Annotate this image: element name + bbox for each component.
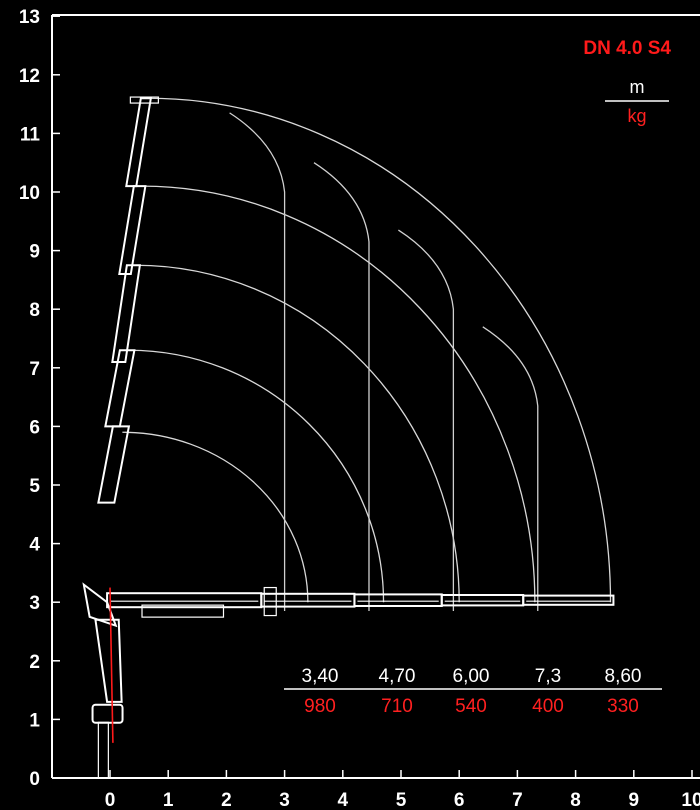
unit-kilograms: kg: [627, 106, 646, 126]
y-tick-label: 7: [29, 359, 40, 380]
y-tick-label: 4: [29, 535, 40, 556]
y-tick-label: 11: [20, 124, 41, 145]
x-tick-label: 4: [338, 790, 349, 810]
load-value: 400: [532, 696, 564, 717]
vertical-boom-section: [104, 349, 136, 428]
y-tick-label: 9: [29, 242, 40, 263]
reach-arc: [122, 431, 309, 603]
secondary-boom-arm: [141, 604, 225, 618]
crane-column: [94, 618, 123, 703]
load-value: 540: [455, 696, 487, 717]
y-tick-label: 12: [19, 66, 40, 87]
vertical-boom-section: [125, 97, 153, 188]
horizontal-boom-section: [353, 593, 443, 608]
crane-foot: [97, 721, 109, 779]
x-tick-label: 0: [105, 790, 116, 810]
reach-value: 4,70: [379, 666, 416, 687]
x-tick-label: 3: [279, 790, 290, 810]
reach-arc: [142, 185, 536, 603]
reach-value: 3,40: [302, 666, 339, 687]
reach-value: 6,00: [453, 666, 490, 687]
y-tick-label: 10: [19, 183, 40, 204]
reach-value: 8,60: [605, 666, 642, 687]
boom-knuckle: [82, 582, 118, 628]
load-value: 980: [304, 696, 336, 717]
chart-title: DN 4.0 S4: [583, 38, 671, 59]
x-tick-label: 5: [396, 790, 407, 810]
sweep-line: [482, 326, 539, 611]
y-tick-label: 0: [29, 769, 40, 790]
x-tick-label: 6: [454, 790, 465, 810]
x-tick-label: 10: [681, 790, 700, 810]
sweep-line: [313, 162, 370, 611]
load-value: 330: [607, 696, 639, 717]
vertical-boom-section: [118, 185, 147, 276]
crane-base: [91, 703, 124, 724]
reach-arc: [135, 264, 460, 603]
x-tick-label: 1: [163, 790, 174, 810]
crane-drawing: [82, 96, 615, 779]
load-table: 3,40 4,70 6,00 7,3 8,60 980 710 540 400 330: [284, 666, 662, 717]
y-tick-label: 2: [29, 652, 40, 673]
working-range-curves: [122, 97, 612, 611]
reach-value: 7,3: [535, 666, 561, 687]
vertical-boom-section: [97, 425, 131, 504]
slew-axis-line: [109, 587, 114, 743]
y-tick-label: 8: [29, 300, 40, 321]
sweep-line: [229, 112, 286, 611]
load-value: 710: [381, 696, 413, 717]
y-tick-label: 13: [19, 7, 40, 28]
horizontal-boom-section: [522, 594, 615, 606]
x-tick-label: 2: [221, 790, 232, 810]
y-tick-label: 1: [29, 710, 40, 731]
y-tick-label: 3: [29, 593, 40, 614]
y-tick-label: 6: [29, 417, 40, 438]
reach-arc: [128, 349, 385, 603]
reach-arc: [148, 97, 612, 603]
boom-tip-cap: [129, 96, 159, 104]
unit-meters: m: [630, 77, 645, 97]
x-tick-label: 8: [570, 790, 581, 810]
y-tick-label: 5: [29, 476, 40, 497]
chart-axes: [51, 14, 700, 779]
boom-joint: [263, 586, 277, 617]
vertical-boom-section: [111, 264, 142, 363]
x-tick-label: 9: [629, 790, 640, 810]
x-tick-label: 7: [512, 790, 523, 810]
sweep-line: [398, 229, 455, 611]
